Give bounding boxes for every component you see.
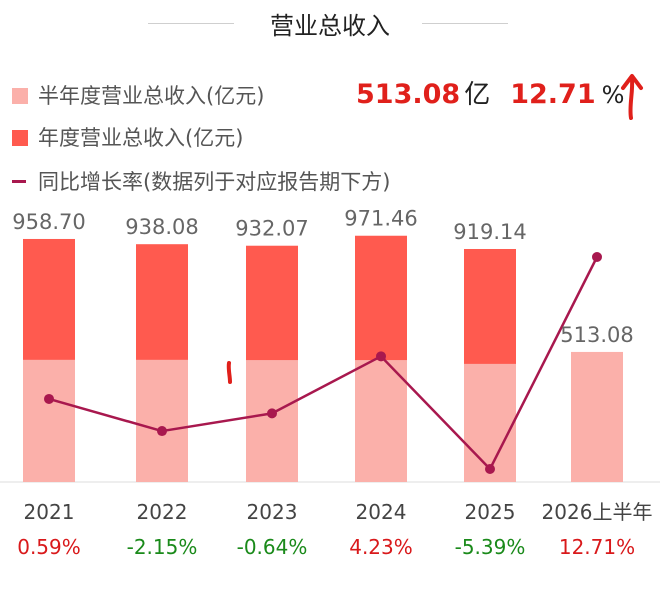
bar-half-year-2026上半年	[571, 351, 623, 482]
growth-rate-line	[48, 256, 599, 471]
growth-rate-label: -5.39%	[455, 535, 526, 559]
legend-item-annual: 年度营业总收入(亿元)	[12, 122, 243, 152]
x-tick-label: 2021	[24, 500, 75, 524]
legend-swatch-half-year	[12, 88, 28, 104]
headline-growth-unit: %	[601, 81, 625, 109]
x-tick-label: 2025	[465, 500, 516, 524]
headline-summary: 513.08 亿 12.71%	[356, 74, 624, 111]
legend-label-annual: 年度营业总收入(亿元)	[38, 126, 244, 150]
bar-value-label: 932.07	[235, 217, 308, 241]
bar-value-label: 958.70	[12, 210, 85, 234]
bar-value-label: 919.14	[453, 220, 526, 244]
growth-rate-label: 4.23%	[349, 535, 413, 559]
headline-value-unit: 亿	[464, 80, 491, 110]
chart-title: 营业总收入	[270, 12, 390, 40]
legend-label-growth: 同比增长率(数据列于对应报告期下方)	[38, 170, 391, 194]
bar-half-year-2024	[355, 360, 407, 482]
growth-point-2022	[157, 426, 167, 437]
bar-half-year-2023	[246, 360, 298, 482]
x-tick-label: 2023	[247, 500, 298, 524]
title-divider-left	[148, 23, 234, 24]
growth-point-2023	[267, 408, 277, 419]
headline-growth: 12.71	[510, 79, 596, 110]
bar-half-year-2022	[136, 359, 188, 482]
x-tick-label: 2024	[356, 500, 407, 524]
growth-point-2024	[376, 351, 386, 362]
growth-point-2026上半年	[592, 252, 602, 262]
arrow-up-icon	[621, 74, 643, 120]
red-pen-mark	[226, 361, 232, 384]
legend-swatch-annual	[12, 130, 28, 146]
bar-value-label: 513.08	[560, 323, 633, 347]
legend-item-growth: 同比增长率(数据列于对应报告期下方)	[12, 166, 390, 196]
growth-point-2025	[485, 464, 495, 474]
bar-value-label: 938.08	[125, 215, 198, 239]
bar-half-year-2021	[23, 359, 75, 482]
growth-rate-label: -0.64%	[237, 535, 308, 559]
x-tick-label: 2026上半年	[542, 500, 653, 524]
growth-rate-label: -2.15%	[127, 535, 198, 559]
title-divider-right	[422, 23, 508, 24]
headline-value: 513.08	[356, 79, 461, 110]
legend-label-half-year: 半年度营业总收入(亿元)	[38, 84, 265, 108]
x-tick-label: 2022	[137, 500, 188, 524]
legend-swatch-growth	[12, 180, 26, 183]
bar-half-year-2025	[464, 363, 516, 482]
legend-item-half-year: 半年度营业总收入(亿元)	[12, 80, 264, 110]
chart-title-area: 营业总收入	[0, 4, 660, 44]
bar-value-label: 971.46	[344, 207, 417, 231]
growth-rate-label: 0.59%	[17, 535, 81, 559]
growth-point-2021	[44, 393, 54, 404]
growth-rate-label: 12.71%	[559, 535, 635, 559]
